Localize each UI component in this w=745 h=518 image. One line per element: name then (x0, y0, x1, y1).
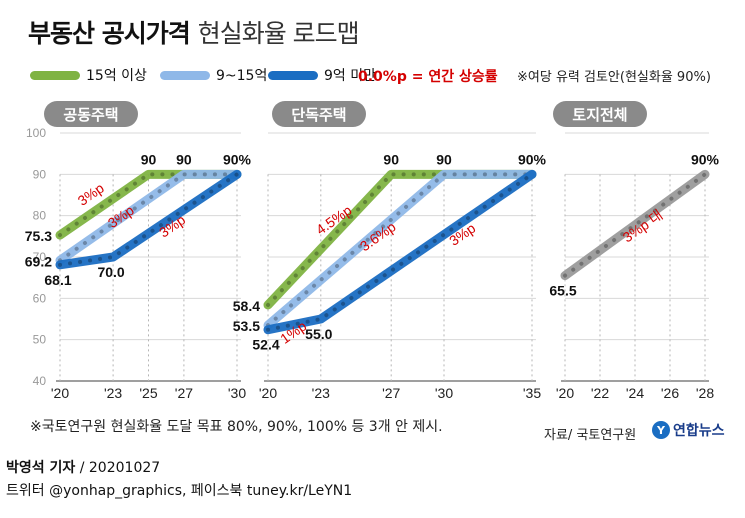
x-tick-label: '30 (228, 385, 246, 401)
x-tick-label: '22 (591, 385, 609, 401)
point-value-label: 52.4 (252, 337, 279, 353)
series-dots (266, 172, 534, 328)
panel-title-detached: 단독주택 (272, 101, 366, 127)
rate-label: 3.6%p (357, 218, 399, 254)
legend-label: 15억 이상 (86, 68, 147, 84)
point-value-label: 90% (691, 151, 720, 167)
point-value-label: 90% (223, 151, 252, 167)
point-value-label: 68.1 (44, 272, 71, 288)
x-tick-label: '23 (312, 385, 330, 401)
x-tick-label: '20 (556, 385, 574, 401)
point-value-label: 58.4 (233, 298, 260, 314)
title-main: 부동산 공시가격 (28, 19, 191, 48)
point-value-label: 90 (436, 151, 452, 167)
title-sub: 현실화율 로드맵 (197, 19, 360, 48)
x-tick-label: '24 (626, 385, 644, 401)
x-tick-label: '26 (661, 385, 679, 401)
legend-item-under-9b: 9억 미만 (268, 65, 376, 85)
source-label: 자료/ 국토연구원 (544, 428, 637, 443)
legend: 15억 이상 9~15억 9억 미만 0.0%p = 연간 상승률 ※여당 유력… (22, 65, 742, 87)
legend-item-15b-plus: 15억 이상 (30, 65, 147, 85)
x-tick-label: '25 (139, 385, 157, 401)
point-value-label: 90% (518, 151, 547, 167)
point-value-label: 90 (383, 151, 399, 167)
series-dots (563, 172, 707, 278)
legend-rate-note: 0.0%p = 연간 상승률 (358, 69, 498, 85)
panel-title-land: 토지전체 (553, 101, 647, 127)
x-tick-label: '23 (104, 385, 122, 401)
series-line (263, 169, 537, 335)
series-line (263, 169, 537, 330)
point-value-label: 65.5 (549, 283, 576, 299)
social-line: 트위터 @yonhap_graphics, 페이스북 tuney.kr/LeYN… (6, 483, 353, 499)
chart-title: 부동산 공시가격 현실화율 로드맵 (28, 14, 360, 50)
legend-footnote: ※여당 유력 검토안(현실화율 90%) (517, 70, 711, 85)
legend-swatch-lightblue (160, 70, 210, 80)
point-value-label: 55.0 (305, 326, 332, 342)
legend-item-9-15b: 9~15억 (160, 65, 267, 85)
point-value-label: 53.5 (233, 318, 260, 334)
x-tick-label: '20 (51, 385, 69, 401)
series-line (560, 169, 710, 281)
x-tick-label: '27 (175, 385, 193, 401)
legend-label: 9억 미만 (324, 68, 376, 84)
series-line (55, 169, 242, 270)
panel-title-apartment: 공동주택 (44, 101, 138, 127)
legend-swatch-blue (268, 70, 318, 80)
author-name: 박영석 기자 (6, 460, 76, 476)
legend-swatch-green (30, 70, 80, 80)
y-tick-label: 70 (33, 250, 47, 264)
logo-mark-icon: Y (652, 421, 670, 439)
logo-text: 연합뉴스 (673, 423, 725, 439)
y-tick-label: 50 (33, 333, 47, 347)
credit-date: / 20201027 (79, 460, 161, 476)
x-tick-label: '30 (435, 385, 453, 401)
credit-line: 박영석 기자 / 20201027 (6, 457, 160, 477)
y-tick-label: 80 (33, 209, 47, 223)
rate-label: 3%p (446, 220, 478, 249)
point-value-label: 75.3 (25, 228, 52, 244)
point-value-label: 90 (176, 151, 192, 167)
series-dots (58, 172, 239, 263)
x-tick-label: '20 (259, 385, 277, 401)
x-tick-label: '35 (523, 385, 541, 401)
y-tick-label: 60 (33, 291, 47, 305)
point-value-label: 69.2 (25, 253, 52, 269)
series-line (55, 169, 242, 265)
legend-label: 9~15억 (216, 68, 268, 84)
yonhap-logo: Y 연합뉴스 (652, 420, 725, 440)
x-tick-label: '28 (696, 385, 714, 401)
y-tick-label: 100 (26, 126, 46, 140)
y-tick-label: 90 (33, 167, 47, 181)
x-tick-label: '27 (382, 385, 400, 401)
point-value-label: 70.0 (97, 264, 124, 280)
y-tick-label: 40 (33, 374, 47, 388)
footnote: ※국토연구원 현실화율 도달 목표 80%, 90%, 100% 등 3개 안 … (30, 419, 443, 435)
series-dots (58, 172, 239, 267)
point-value-label: 90 (141, 151, 157, 167)
